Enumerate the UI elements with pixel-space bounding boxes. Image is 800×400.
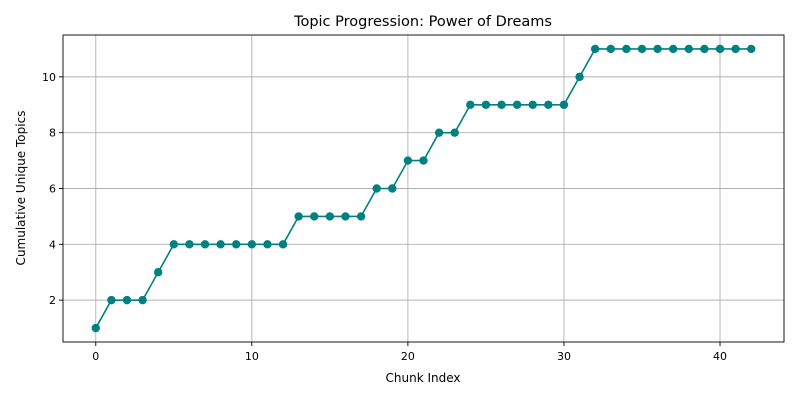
data-point [91, 323, 100, 333]
data-point [528, 100, 537, 109]
data-point [310, 212, 319, 221]
data-point [637, 44, 647, 54]
x-tick-label: 20 [401, 350, 415, 363]
data-point [185, 240, 194, 249]
x-tick-label: 10 [245, 350, 259, 363]
data-point [247, 240, 257, 249]
data-point [450, 128, 459, 137]
data-point [653, 44, 662, 54]
y-tick-label: 8 [49, 127, 56, 140]
data-point [263, 240, 272, 249]
x-tick-label: 40 [713, 350, 727, 363]
data-point [715, 44, 725, 54]
data-point [325, 212, 335, 221]
data-point [403, 156, 413, 165]
data-point [216, 240, 225, 249]
data-point [419, 156, 428, 165]
data-point [544, 100, 553, 109]
data-point [122, 295, 132, 305]
data-point [372, 184, 381, 193]
data-point [512, 100, 522, 109]
y-tick-label: 4 [49, 238, 56, 251]
grid [63, 35, 784, 342]
data-point [590, 44, 600, 54]
data-point [107, 295, 116, 305]
data-point [356, 212, 366, 221]
x-tick-label: 30 [557, 350, 571, 363]
series-layer [91, 44, 756, 333]
data-point [481, 100, 491, 109]
data-point [232, 240, 241, 249]
tick-layer: 0 10 20 30 40 2 4 6 8 10 [42, 71, 727, 363]
data-point [668, 44, 678, 54]
y-axis-title: Cumulative Unique Topics [14, 111, 28, 266]
data-point [138, 295, 147, 305]
data-point [294, 212, 303, 221]
data-point [731, 44, 740, 54]
data-point [747, 44, 756, 54]
data-point [497, 100, 506, 109]
data-point [700, 44, 709, 54]
data-point [388, 184, 397, 193]
y-tick-label: 10 [42, 71, 56, 84]
data-point [559, 100, 569, 109]
data-point [169, 240, 179, 249]
chart-title: Topic Progression: Power of Dreams [293, 14, 552, 30]
x-tick-label: 0 [92, 350, 99, 363]
data-point [278, 240, 288, 249]
data-point [466, 100, 475, 109]
data-point [606, 44, 615, 54]
data-point [684, 44, 694, 54]
y-tick-label: 6 [49, 183, 56, 196]
data-point [622, 44, 631, 54]
data-point [575, 72, 584, 82]
data-point [200, 240, 210, 249]
y-tick-label: 2 [49, 294, 56, 307]
data-point [434, 128, 444, 137]
data-point [341, 212, 350, 221]
data-point [153, 268, 163, 277]
x-axis-title: Chunk Index [386, 371, 461, 385]
